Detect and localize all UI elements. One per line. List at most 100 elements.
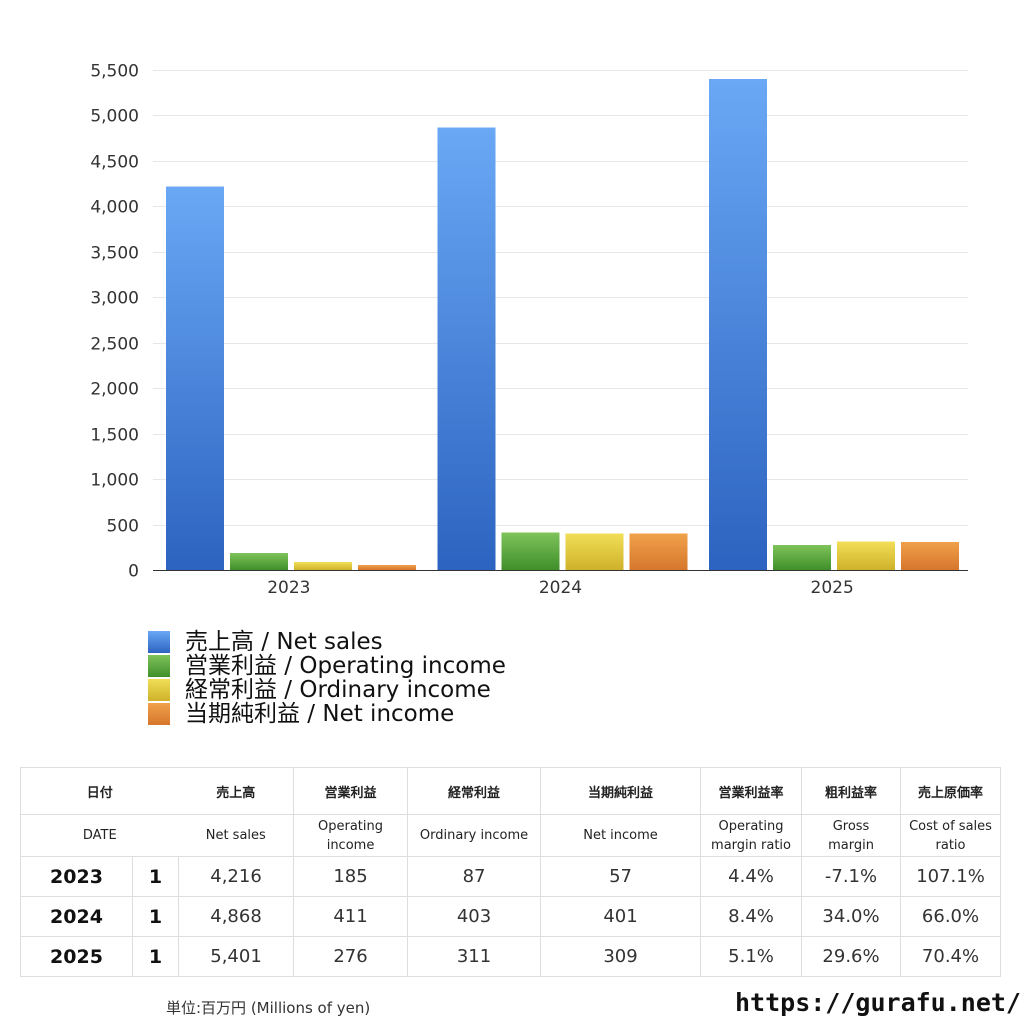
header-op-margin-en-line2: margin ratio	[711, 837, 791, 853]
legend-item-net-income: 当期純利益 / Net income	[148, 702, 506, 726]
row-year: 2023	[20, 856, 133, 897]
y-tick-label: 4,000	[90, 198, 139, 218]
row-month: 1	[131, 936, 180, 977]
cell-ordinary: 311	[407, 936, 542, 977]
bar-ordinary-income-2024	[565, 533, 624, 570]
cell-ordinary: 403	[407, 896, 542, 937]
cell-gross: -7.1%	[801, 856, 902, 897]
cell-op-margin: 5.1%	[700, 936, 803, 977]
y-tick-label: 3,500	[90, 244, 139, 264]
y-tick-label: 2,500	[90, 335, 139, 355]
table-header-en: DATE Net sales Operating income Ordinary …	[19, 814, 1002, 857]
bar-net-sales-2025	[709, 79, 768, 570]
chart-legend: 売上高 / Net sales 営業利益 / Operating income …	[148, 630, 506, 726]
bar-ordinary-income-2023	[293, 562, 352, 570]
cell-ordinary: 87	[407, 856, 542, 897]
cell-op-margin: 8.4%	[700, 896, 803, 937]
bar-operating-income-2024	[501, 532, 560, 570]
header-net-sales-ja: 売上高	[178, 767, 295, 815]
legend-label-operating-income: 営業利益 / Operating income	[185, 653, 506, 679]
header-net-income-ja: 当期純利益	[540, 767, 702, 815]
legend-item-ordinary-income: 経常利益 / Ordinary income	[148, 678, 506, 702]
table-row: 2024 1 4,868 411 403 401 8.4% 34.0% 66.0…	[20, 896, 1002, 937]
header-op-margin-en-line1: Operating	[718, 818, 784, 834]
y-tick-label: 5,500	[90, 62, 139, 82]
x-tick-label: 2023	[267, 578, 310, 598]
y-tick-label: 0	[128, 562, 139, 582]
table-row: 2025 1 5,401 276 311 309 5.1% 29.6% 70.4…	[20, 936, 1002, 977]
cell-net-income: 57	[540, 856, 702, 897]
header-gross-ja: 粗利益率	[801, 767, 902, 815]
table-header-ja: 日付 売上高 営業利益 経常利益 当期純利益 営業利益率 粗利益率 売上原価率	[19, 767, 1002, 815]
header-gross-en-line2: margin	[828, 837, 874, 853]
cell-net-income: 309	[540, 936, 702, 977]
legend-swatch-net-income	[148, 703, 170, 725]
header-cost-en: Cost of sales ratio	[900, 814, 1002, 857]
legend-label-net-income: 当期純利益 / Net income	[185, 701, 455, 727]
legend-swatch-net-sales	[148, 631, 170, 653]
bar-chart: 0 500 1,000 1,500 2,000 2,500 3,000 3,500 4,000 4…	[90, 62, 968, 598]
cell-operating: 185	[293, 856, 409, 897]
legend-label-net-sales: 売上高 / Net sales	[185, 629, 383, 655]
cell-gross: 34.0%	[801, 896, 902, 937]
bar-net-sales-2024	[437, 127, 496, 571]
bar-net-sales-2023	[165, 186, 224, 570]
bar-net-income-2025	[901, 541, 960, 570]
bar-net-income-2024	[629, 533, 688, 570]
header-operating-ja: 営業利益	[293, 767, 409, 815]
header-ordinary-en: Ordinary income	[407, 814, 542, 857]
header-date-ja: 日付	[19, 767, 179, 815]
cell-net-sales: 4,216	[178, 856, 295, 897]
gridlines	[153, 70, 968, 526]
cell-cost: 107.1%	[900, 856, 1002, 897]
x-tick-label: 2024	[539, 578, 582, 598]
cell-cost: 70.4%	[900, 936, 1002, 977]
bar-operating-income-2023	[229, 553, 288, 570]
header-net-income-en: Net income	[540, 814, 702, 857]
row-month: 1	[131, 856, 180, 897]
bar-operating-income-2025	[773, 544, 832, 570]
cell-net-sales: 4,868	[178, 896, 295, 937]
x-tick-label: 2025	[811, 578, 854, 598]
bars	[165, 79, 960, 571]
cell-op-margin: 4.4%	[700, 856, 803, 897]
y-tick-label: 1,000	[90, 471, 139, 491]
header-gross-en-line1: Gross	[832, 818, 870, 834]
header-gross-en: Gross margin	[801, 814, 902, 857]
financial-table: 日付 売上高 営業利益 経常利益 当期純利益 営業利益率 粗利益率 売上原価率 …	[19, 767, 1002, 977]
site-url: https://gurafu.net/	[735, 988, 1021, 1017]
header-cost-ja: 売上原価率	[900, 767, 1002, 815]
row-month: 1	[131, 896, 180, 937]
y-tick-label: 3,000	[90, 289, 139, 309]
y-tick-label: 1,500	[90, 426, 139, 446]
header-op-margin-en: Operating margin ratio	[700, 814, 803, 857]
header-operating-en-line2: income	[326, 837, 375, 853]
y-axis-ticks: 0 500 1,000 1,500 2,000 2,500 3,000 3,500 4,000 4…	[90, 62, 139, 582]
cell-net-income: 401	[540, 896, 702, 937]
unit-footnote: 単位:百万円 (Millions of yen)	[166, 999, 371, 1017]
cell-cost: 66.0%	[900, 896, 1002, 937]
cell-operating: 411	[293, 896, 409, 937]
row-year: 2025	[20, 936, 133, 977]
bar-net-income-2023	[357, 564, 416, 570]
row-year: 2024	[20, 896, 133, 937]
legend-item-net-sales: 売上高 / Net sales	[148, 630, 506, 654]
header-op-margin-ja: 営業利益率	[700, 767, 803, 815]
y-tick-label: 5,000	[90, 107, 139, 127]
y-tick-label: 500	[107, 517, 139, 537]
header-date-en: DATE	[19, 814, 179, 857]
cell-net-sales: 5,401	[178, 936, 295, 977]
header-operating-en-line1: Operating	[318, 818, 384, 834]
cell-operating: 276	[293, 936, 409, 977]
legend-swatch-operating-income	[148, 655, 170, 677]
header-ordinary-ja: 経常利益	[407, 767, 542, 815]
cell-gross: 29.6%	[801, 936, 902, 977]
bar-ordinary-income-2025	[837, 541, 896, 570]
x-axis-ticks: 2023 2024 2025	[267, 578, 854, 598]
legend-item-operating-income: 営業利益 / Operating income	[148, 654, 506, 678]
header-cost-en-line2: ratio	[935, 837, 966, 853]
legend-label-ordinary-income: 経常利益 / Ordinary income	[185, 677, 491, 703]
header-cost-en-line1: Cost of sales	[909, 818, 992, 834]
table-row: 2023 1 4,216 185 87 57 4.4% -7.1% 107.1%	[20, 856, 1002, 897]
header-net-sales-en: Net sales	[178, 814, 295, 857]
